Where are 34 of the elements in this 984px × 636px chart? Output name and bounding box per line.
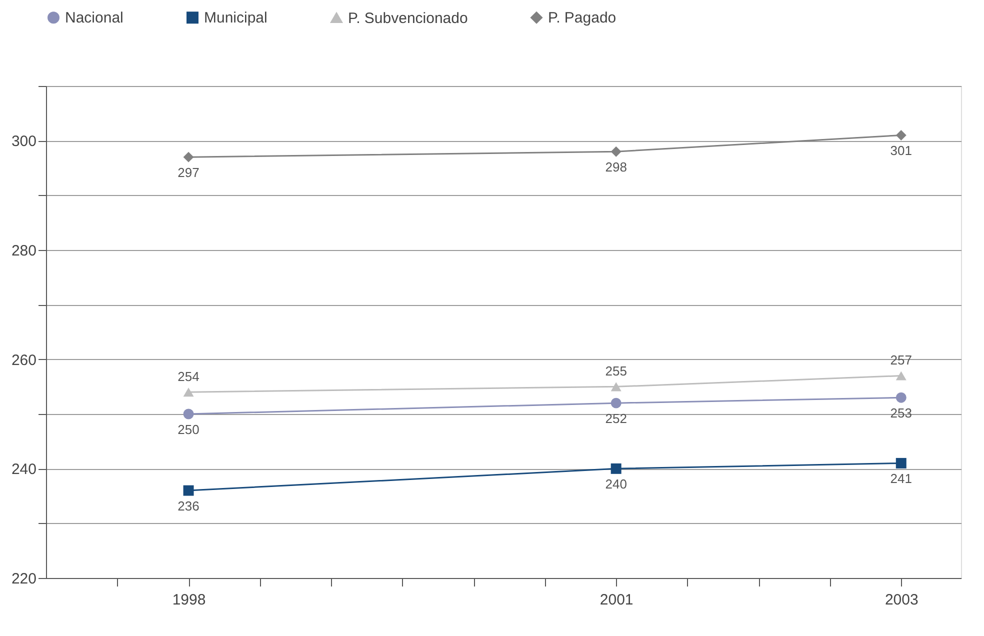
legend-label: Municipal <box>204 10 268 27</box>
point <box>610 382 622 392</box>
point <box>183 408 194 420</box>
point <box>183 152 194 162</box>
x-tick-label: 2003 <box>884 592 918 608</box>
data-label: 252 <box>605 411 627 426</box>
point <box>610 463 622 474</box>
y-tick-label: 220 <box>11 570 36 588</box>
data-label: 241 <box>890 471 912 486</box>
data-label: 236 <box>178 498 200 514</box>
point <box>183 388 194 397</box>
point <box>896 130 906 140</box>
x-tick-label: 2001 <box>600 592 634 608</box>
point <box>610 398 622 408</box>
point <box>610 146 622 157</box>
legend-label: P. Pagado <box>548 10 616 27</box>
legend-label: Nacional <box>65 10 124 27</box>
y-tick-label: 260 <box>11 352 36 369</box>
point <box>896 371 906 380</box>
data-label: 254 <box>178 369 200 384</box>
data-label: 255 <box>605 364 627 379</box>
data-label: 297 <box>178 165 200 180</box>
data-label: 301 <box>890 143 912 158</box>
data-label: 250 <box>178 422 200 437</box>
y-tick-label: 280 <box>11 242 36 260</box>
point <box>896 458 906 468</box>
point <box>896 392 906 403</box>
data-label: 298 <box>605 160 627 175</box>
legend-label: P. Subvencionado <box>348 10 468 27</box>
point <box>183 485 194 496</box>
data-label: 240 <box>605 476 627 492</box>
y-tick-label: 240 <box>11 461 36 478</box>
y-tick-label: 300 <box>11 133 36 150</box>
x-tick-label: 1998 <box>172 592 206 608</box>
